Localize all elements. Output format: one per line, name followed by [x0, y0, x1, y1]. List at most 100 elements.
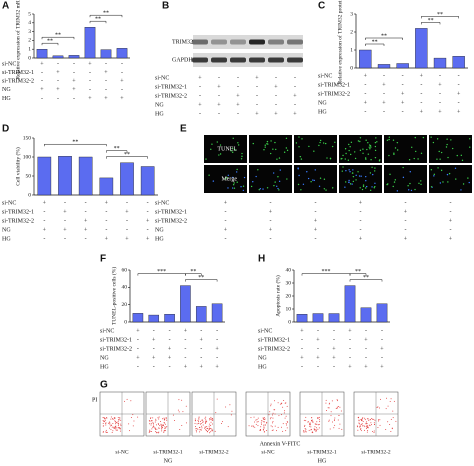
- event-dot: [128, 423, 130, 425]
- condition-sign: +: [236, 102, 240, 108]
- event-dot: [385, 429, 387, 431]
- band: [268, 39, 284, 45]
- condition-sign: -: [364, 91, 366, 97]
- event-dot: [166, 419, 168, 421]
- bar: [211, 303, 223, 323]
- event-dot: [315, 430, 317, 432]
- cell-dot: [324, 142, 327, 145]
- event-dot: [263, 421, 265, 423]
- condition-sign: -: [153, 346, 155, 352]
- cell-dot: [266, 187, 269, 189]
- event-dot: [108, 422, 110, 424]
- event-dot: [205, 429, 207, 431]
- event-dot: [111, 426, 113, 428]
- cell-dot: [345, 181, 347, 183]
- event-dot: [309, 422, 311, 424]
- cell-dot: [344, 148, 347, 150]
- cell-dot: [237, 144, 240, 146]
- cell-dot: [224, 178, 227, 180]
- event-dot: [255, 423, 257, 425]
- cell-dot: [313, 179, 316, 182]
- cell-dot: [230, 150, 232, 152]
- event-dot: [109, 427, 111, 429]
- condition-sign: -: [218, 111, 220, 117]
- condition-label: HG: [258, 364, 267, 370]
- cell-dot: [373, 170, 376, 172]
- event-dot: [317, 417, 319, 419]
- condition-sign: -: [365, 346, 367, 352]
- event-dot: [181, 399, 183, 401]
- condition-sign: -: [383, 73, 385, 79]
- cell-dot: [227, 174, 230, 177]
- panel-letter: G: [100, 380, 108, 391]
- event-dot: [158, 431, 160, 433]
- cell-dot: [420, 183, 422, 186]
- event-dot: [116, 422, 118, 424]
- condition-label: si-NC: [155, 200, 169, 206]
- cell-dot: [368, 146, 370, 148]
- cell-dot: [227, 187, 229, 189]
- condition-sign: -: [184, 346, 186, 352]
- cell-dot: [264, 144, 266, 146]
- cell-dot: [396, 141, 399, 144]
- condition-sign: +: [136, 355, 140, 361]
- significance-label: **: [72, 140, 78, 146]
- condition-sign: -: [137, 337, 139, 343]
- condition-sign: -: [381, 355, 383, 361]
- event-dot: [130, 400, 132, 402]
- event-dot: [161, 425, 163, 427]
- condition-sign: -: [64, 236, 66, 242]
- event-dot: [105, 422, 107, 424]
- event-dot: [304, 424, 306, 426]
- event-dot: [312, 421, 314, 423]
- cell-dot: [393, 181, 396, 183]
- condition-sign: -: [256, 102, 258, 108]
- condition-sign: -: [402, 73, 404, 79]
- event-dot: [318, 427, 320, 429]
- event-dot: [160, 423, 162, 425]
- cell-dot: [414, 136, 416, 139]
- y-tick-label: 0: [124, 319, 127, 325]
- event-dot: [263, 424, 265, 426]
- condition-sign: -: [126, 227, 128, 233]
- y-tick-label: 40: [286, 267, 292, 273]
- event-dot: [210, 418, 212, 420]
- event-dot: [305, 416, 307, 418]
- bar: [396, 63, 409, 69]
- condition-sign: -: [275, 93, 277, 99]
- cell-dot: [297, 167, 299, 169]
- cell-dot: [460, 154, 463, 157]
- event-dot: [198, 420, 200, 422]
- cell-dot: [355, 179, 357, 181]
- condition-sign: -: [349, 337, 351, 343]
- condition-sign: +: [300, 328, 304, 334]
- event-dot: [282, 430, 284, 432]
- event-dot: [130, 416, 132, 418]
- condition-sign: +: [198, 75, 202, 81]
- event-dot: [366, 421, 368, 423]
- event-dot: [202, 419, 204, 421]
- panel-letter: H: [258, 254, 265, 265]
- cell-dot: [393, 153, 395, 156]
- event-dot: [281, 426, 283, 428]
- event-dot: [395, 420, 397, 422]
- bar: [78, 156, 93, 196]
- condition-sign: -: [89, 79, 91, 85]
- cell-dot: [352, 175, 355, 178]
- bar: [132, 313, 144, 323]
- condition-sign: -: [405, 218, 407, 224]
- event-dot: [392, 417, 394, 419]
- condition-sign: +: [404, 236, 408, 242]
- event-dot: [225, 406, 227, 408]
- event-dot: [374, 419, 376, 421]
- cell-dot: [386, 139, 389, 141]
- condition-sign: -: [301, 364, 303, 370]
- cell-dot: [219, 153, 222, 155]
- cell-dot: [348, 181, 350, 184]
- event-dot: [272, 421, 274, 423]
- event-dot: [164, 426, 166, 428]
- event-dot: [150, 420, 152, 422]
- event-dot: [266, 430, 268, 432]
- cell-dot: [469, 146, 471, 148]
- condition-sign: +: [420, 109, 424, 115]
